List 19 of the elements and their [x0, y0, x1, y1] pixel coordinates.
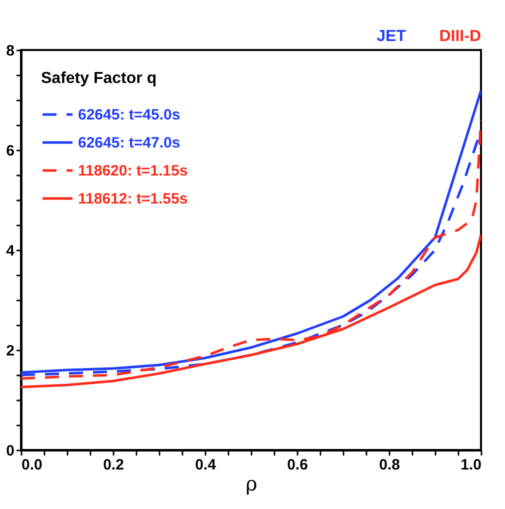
y-tick-label: 2: [6, 342, 14, 360]
text: DIII-D: [439, 28, 481, 45]
y-tick-label: 8: [6, 42, 14, 60]
y-tick-label: 4: [6, 242, 16, 260]
legend-label: 62645: t=47.0s: [78, 134, 180, 152]
legend-label: 62645: t=45.0s: [78, 106, 180, 124]
x-tick-label: 0.4: [195, 456, 217, 474]
x-tick-label: 0.2: [103, 456, 124, 474]
legend-label: 118612: t=1.55s: [78, 190, 188, 208]
legend-label: 118620: t=1.15s: [78, 162, 188, 180]
x-tick-label: 0.0: [22, 456, 42, 474]
x-tick-label: 0.8: [379, 456, 400, 474]
y-tick-label: 0: [6, 442, 14, 460]
y-tick-label: 6: [6, 142, 14, 160]
text: JET: [376, 28, 406, 45]
x-tick-label: 0.6: [287, 456, 308, 474]
x-tick-label: 1.0: [460, 456, 482, 474]
x-axis-title: ρ: [246, 472, 258, 496]
legend-title: Safety Factor q: [41, 70, 157, 87]
